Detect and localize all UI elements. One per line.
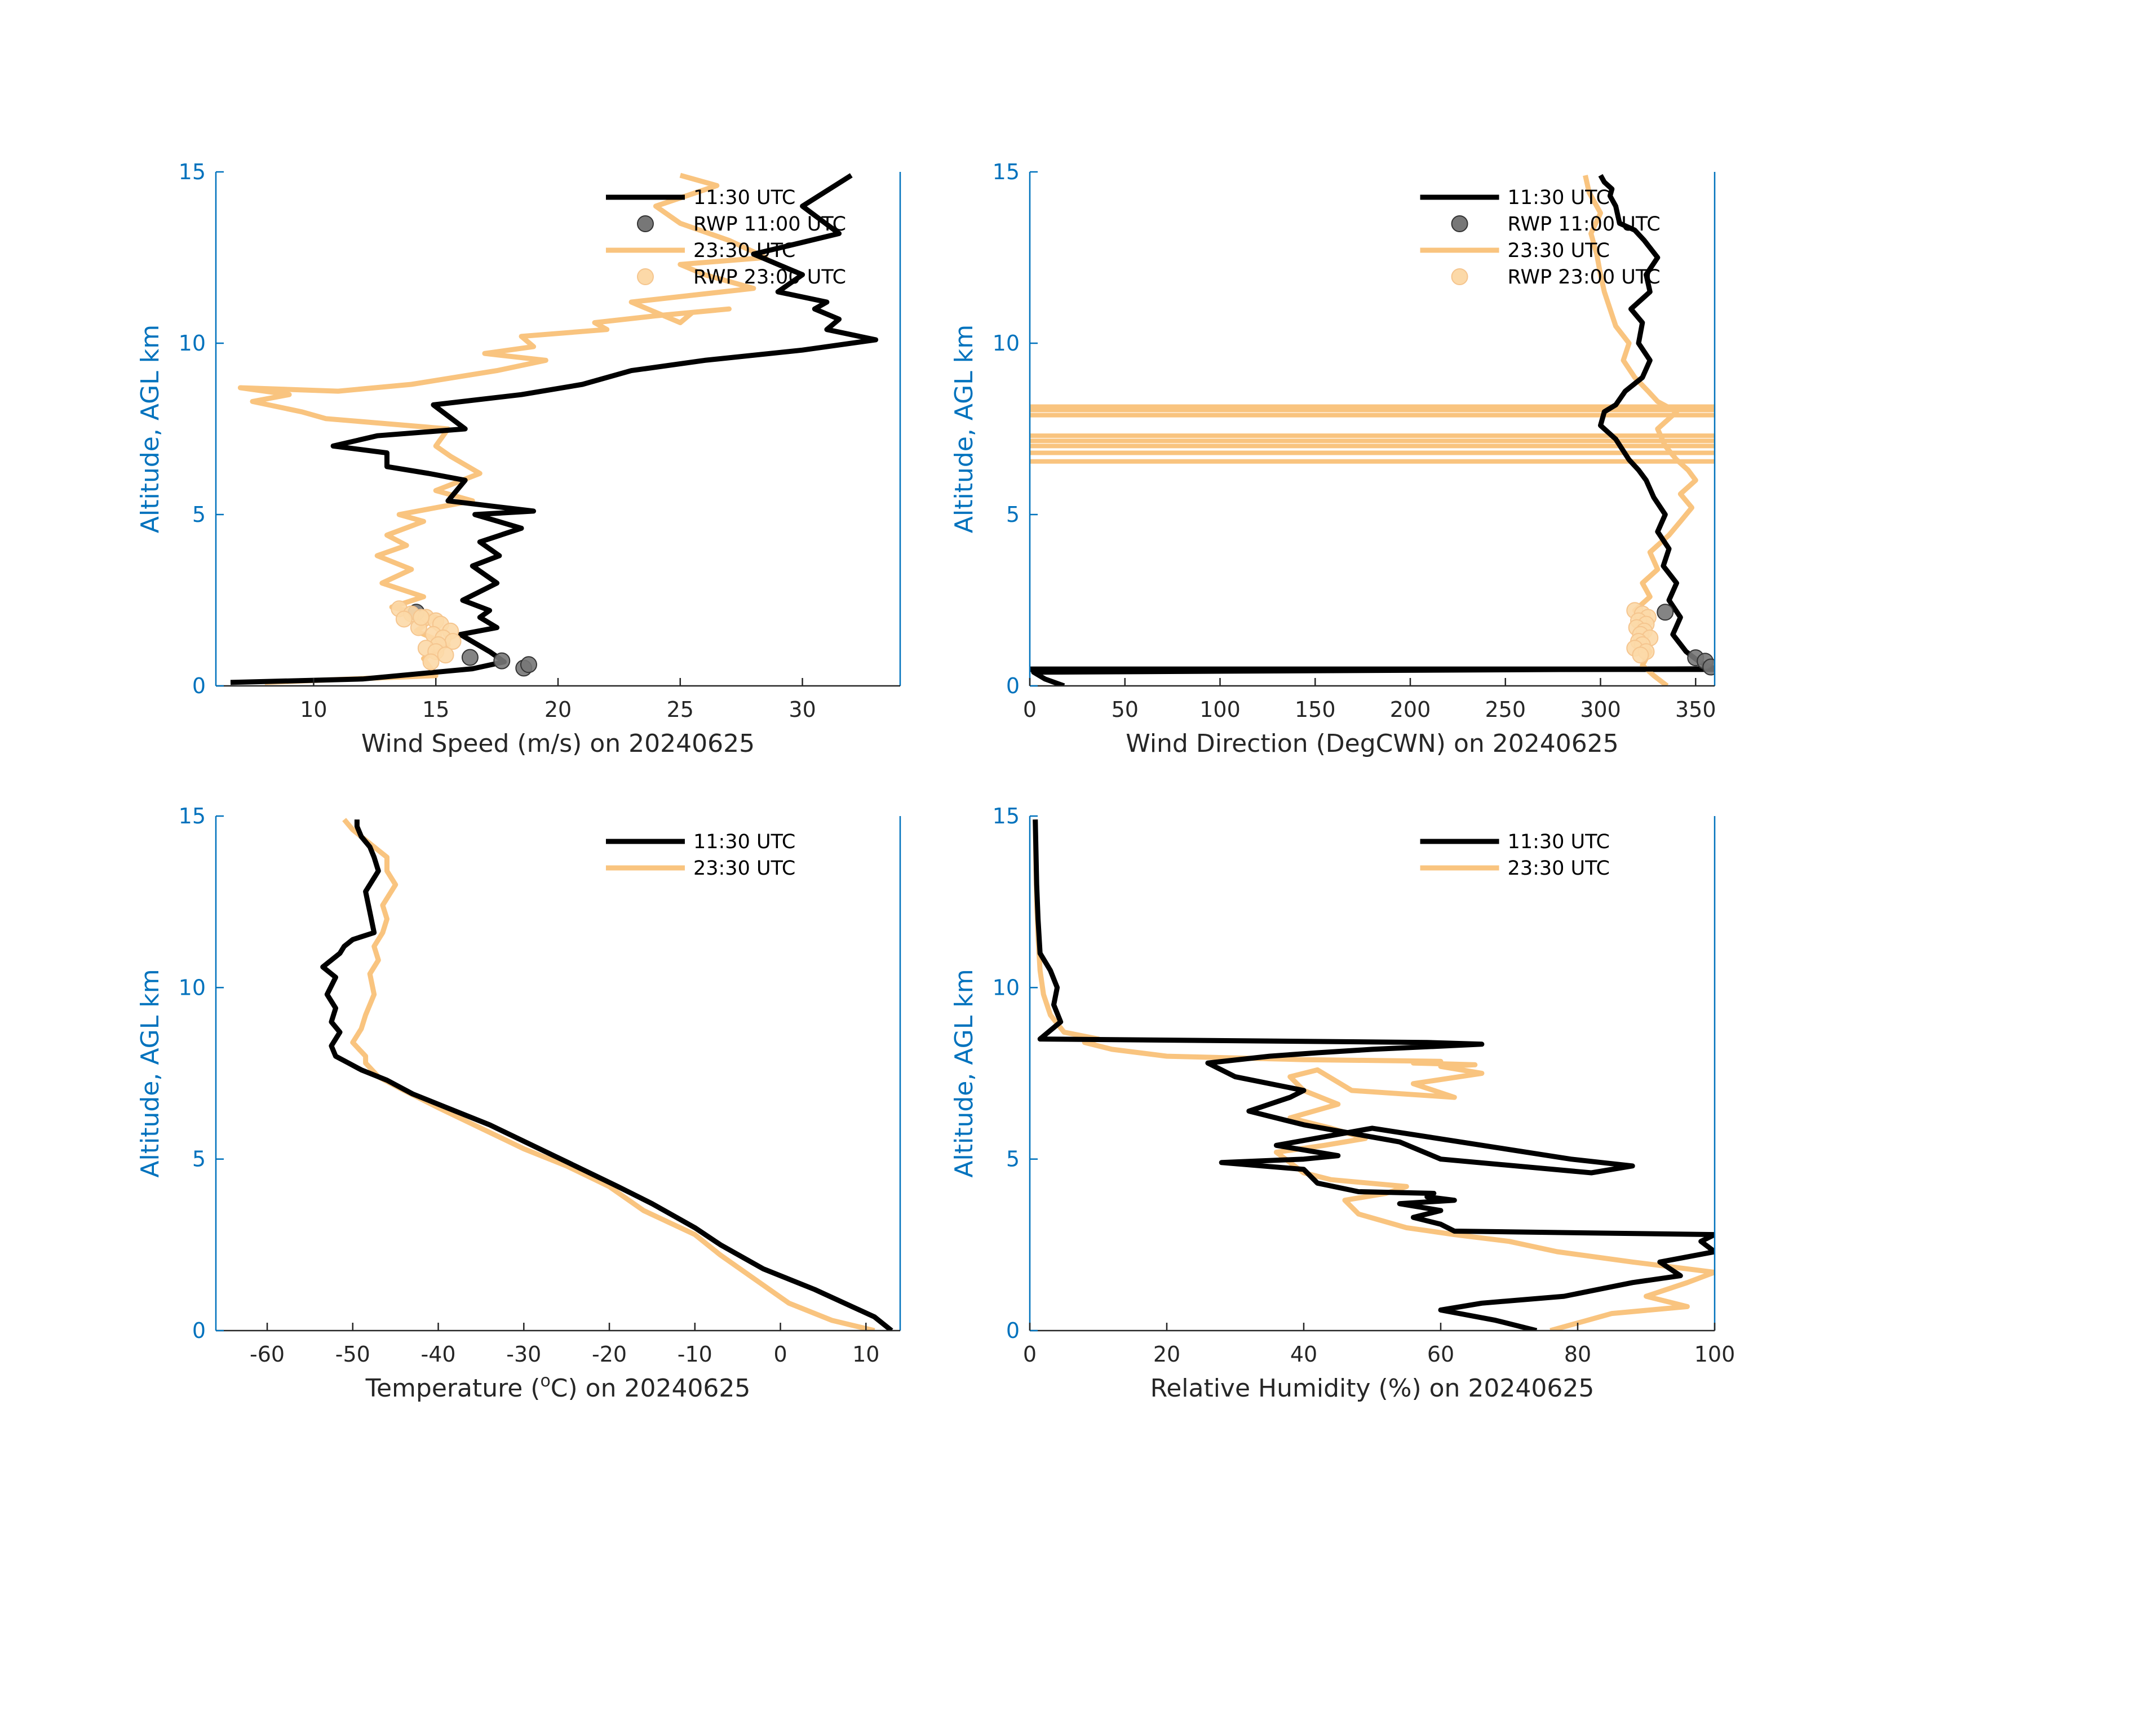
x-tick-label: 20 xyxy=(1153,1342,1180,1367)
series-line-orange xyxy=(237,172,768,685)
x-tick-label: -60 xyxy=(250,1342,285,1367)
x-tick-label: 10 xyxy=(852,1342,879,1367)
rwp-point xyxy=(413,609,430,626)
legend-label: 23:30 UTC xyxy=(1508,240,1610,262)
y-tick-label: 0 xyxy=(192,673,206,698)
legend-label: 11:30 UTC xyxy=(693,831,795,853)
y-tick-label: 15 xyxy=(179,804,206,828)
rwp-point xyxy=(1702,658,1715,676)
x-tick-label: 80 xyxy=(1564,1342,1591,1367)
legend-label: RWP 23:00 UTC xyxy=(693,266,846,289)
x-tick-label: 25 xyxy=(667,697,694,722)
series-line-black xyxy=(230,173,879,685)
legend-label: 11:30 UTC xyxy=(1508,187,1610,209)
x-tick-label: 10 xyxy=(300,697,327,722)
x-tick-label: 15 xyxy=(422,697,449,722)
series-line-black xyxy=(1031,174,1715,686)
rwp-point xyxy=(1632,646,1649,664)
x-tick-label: 200 xyxy=(1390,697,1431,722)
x-tick-label: 30 xyxy=(789,697,816,722)
plot-area xyxy=(320,818,893,1331)
y-tick-label: 15 xyxy=(993,804,1020,828)
legend-marker xyxy=(1451,215,1468,232)
y-axis-label: Altitude, AGL km xyxy=(136,325,165,533)
y-tick-label: 5 xyxy=(1006,502,1020,527)
x-axis-label: Wind Direction (DegCWN) on 20240625 xyxy=(1126,729,1618,758)
x-tick-label: 40 xyxy=(1290,1342,1317,1367)
x-axis-label: Temperature (oC) on 20240625 xyxy=(365,1371,751,1403)
y-tick-label: 5 xyxy=(1006,1147,1020,1172)
x-tick-label: -20 xyxy=(592,1342,627,1367)
x-tick-label: 0 xyxy=(773,1342,787,1367)
x-tick-label: 150 xyxy=(1295,697,1336,722)
y-axis-label: Altitude, AGL km xyxy=(950,325,979,533)
y-tick-label: 0 xyxy=(1006,673,1020,698)
y-tick-label: 15 xyxy=(179,159,206,184)
plot-area xyxy=(230,172,879,685)
y-tick-label: 5 xyxy=(192,502,206,527)
x-tick-label: 300 xyxy=(1580,697,1621,722)
series-line-orange xyxy=(1033,819,1715,1331)
y-tick-label: 0 xyxy=(1006,1318,1020,1343)
x-axis-label: Relative Humidity (%) on 20240625 xyxy=(1150,1374,1595,1403)
legend-label: 23:30 UTC xyxy=(693,857,795,880)
x-tick-label: 20 xyxy=(544,697,572,722)
y-axis-label: Altitude, AGL km xyxy=(136,969,165,1177)
rwp-point xyxy=(395,610,413,628)
series-line-orange xyxy=(342,818,875,1331)
x-tick-label: 50 xyxy=(1112,697,1139,722)
x-tick-label: -50 xyxy=(335,1342,370,1367)
y-tick-label: 0 xyxy=(192,1318,206,1343)
y-tick-label: 5 xyxy=(192,1147,206,1172)
y-tick-label: 10 xyxy=(179,331,206,356)
rwp-point xyxy=(461,649,479,666)
x-tick-label: 350 xyxy=(1675,697,1716,722)
plot-area xyxy=(1030,174,1715,686)
x-tick-label: 60 xyxy=(1427,1342,1454,1367)
legend-label: RWP 23:00 UTC xyxy=(1508,266,1661,289)
x-tick-label: -10 xyxy=(678,1342,712,1367)
x-tick-label: -30 xyxy=(506,1342,541,1367)
y-axis-label: Altitude, AGL km xyxy=(950,969,979,1177)
y-tick-label: 10 xyxy=(993,331,1020,356)
y-tick-label: 15 xyxy=(993,159,1020,184)
legend-label: 11:30 UTC xyxy=(693,187,795,209)
rwp-point xyxy=(422,653,440,671)
x-axis-label: Wind Speed (m/s) on 20240625 xyxy=(361,729,755,758)
x-label-superscript: o xyxy=(540,1371,550,1391)
y-tick-label: 10 xyxy=(993,975,1020,1000)
legend-label: 11:30 UTC xyxy=(1508,831,1610,853)
legend-label: 23:30 UTC xyxy=(693,240,795,262)
series-line-black xyxy=(320,819,893,1331)
plot-area xyxy=(1033,819,1715,1331)
legend-label: RWP 11:00 UTC xyxy=(693,213,846,236)
x-label-part: C) on 20240625 xyxy=(551,1374,751,1403)
x-tick-label: -40 xyxy=(421,1342,456,1367)
legend-label: 23:30 UTC xyxy=(1508,857,1610,880)
series-line-black xyxy=(1033,819,1715,1331)
x-tick-label: 0 xyxy=(1023,697,1037,722)
x-tick-label: 0 xyxy=(1023,1342,1037,1367)
panel-wind_speed: 0 5 10 15 10 15 20 25 30 Wind Speed (m/s) on 2024… xyxy=(136,159,901,758)
panel-temperature: 0 5 10 15 -60 -50 -40 -30 -20 -10 0 10 Temperature (… xyxy=(136,804,901,1403)
x-label-part: Temperature ( xyxy=(365,1374,541,1403)
x-tick-label: 250 xyxy=(1485,697,1526,722)
x-tick-label: 100 xyxy=(1694,1342,1736,1367)
rwp-point xyxy=(1657,604,1674,621)
rwp-point xyxy=(437,646,454,664)
legend-label: RWP 11:00 UTC xyxy=(1508,213,1661,236)
x-tick-label: 100 xyxy=(1199,697,1241,722)
rwp-point xyxy=(493,652,511,670)
y-tick-label: 10 xyxy=(179,975,206,1000)
legend-marker xyxy=(1451,268,1468,285)
rwp-point xyxy=(520,656,537,673)
legend-marker xyxy=(636,268,654,285)
legend-marker xyxy=(636,215,654,232)
panel-relative_humidity: 0 5 10 15 0 20 40 60 80 100 Relative Humidity (%) … xyxy=(950,804,1735,1403)
